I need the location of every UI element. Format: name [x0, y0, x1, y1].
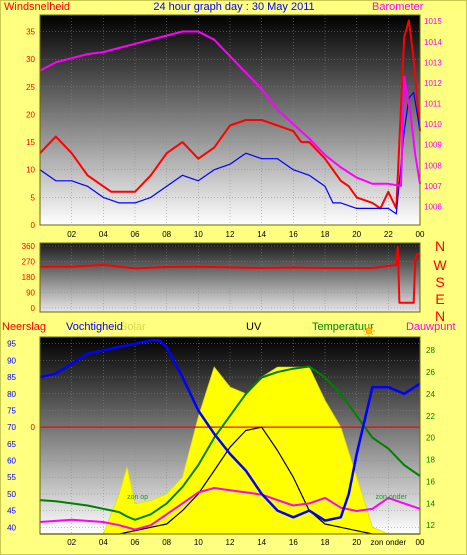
sunrise-label: zon op	[127, 494, 148, 501]
wind-y-tick: 0	[31, 221, 36, 230]
temperature-y-tick: 24	[426, 390, 435, 399]
temperature-y-tick: 28	[426, 346, 435, 355]
humidity-y-tick: 70	[7, 423, 16, 432]
wind-y-tick: 20	[26, 110, 35, 119]
barometer-y-tick: 1007	[424, 182, 442, 191]
wind-x-tick: 08	[162, 230, 171, 239]
chart-title: 24 hour graph day : 30 May 2011	[153, 1, 314, 13]
rain-zero-tick: 0	[31, 423, 36, 432]
weather-x-tick: 02	[67, 538, 76, 547]
temperature-y-tick: 12	[426, 521, 435, 530]
wind-x-tick: 04	[99, 230, 108, 239]
legend-dewpoint: Dauwpunt	[406, 321, 456, 333]
legend-uv: UV	[246, 321, 262, 333]
wind-x-tick: 16	[289, 230, 298, 239]
weather-x-tick: 06	[131, 538, 140, 547]
sun-icon	[363, 325, 375, 337]
legend-rain: Neerslag	[2, 321, 46, 333]
legend-humidity: Vochtigheid	[66, 321, 123, 333]
wind-speed-label: Windsnelheid	[4, 1, 70, 13]
humidity-y-tick: 40	[7, 523, 16, 532]
sunset-marker-label: zon onder	[376, 494, 408, 501]
barometer-label: Barometer	[372, 1, 424, 13]
uv-line	[40, 426, 420, 535]
humidity-y-tick: 60	[7, 457, 16, 466]
weather-x-tick: 18	[321, 538, 330, 547]
humidity-y-tick: 85	[7, 373, 16, 382]
wind-x-tick: 02	[67, 230, 76, 239]
direction-y-tick: 270	[22, 258, 36, 267]
wind-y-tick: 15	[26, 138, 35, 147]
direction-panel-background	[40, 243, 420, 312]
wind-direction-line	[40, 245, 421, 304]
wind-x-tick: 12	[226, 230, 235, 239]
compass-n-bottom: N	[435, 308, 445, 324]
dewpoint-line	[39, 487, 421, 531]
weather-x-tick: 08	[162, 538, 171, 547]
barometer-y-tick: 1009	[424, 141, 442, 150]
compass-s: S	[435, 274, 444, 290]
temperature-y-tick: 18	[426, 456, 435, 465]
barometer-y-tick: 1013	[424, 58, 442, 67]
compass-n-top: N	[435, 238, 445, 254]
wind-x-tick: 20	[352, 230, 361, 239]
humidity-y-tick: 95	[7, 340, 16, 349]
weather-x-tick: 16	[289, 538, 298, 547]
legend-temperature: Temperatuur	[312, 321, 374, 333]
wind-avg-line	[39, 91, 421, 215]
wind-x-tick: 06	[131, 230, 140, 239]
wind-panel-border	[39, 14, 421, 226]
weather-x-tick: zon onder	[371, 538, 407, 547]
temperature-y-tick: 20	[426, 434, 435, 443]
humidity-line	[39, 339, 421, 522]
wind-speed-line	[39, 19, 421, 210]
compass-w: W	[433, 257, 447, 273]
barometer-y-tick: 1010	[424, 120, 442, 129]
weather-x-tick: 04	[99, 538, 108, 547]
wind-x-tick: 10	[194, 230, 203, 239]
weather-x-tick: 20	[352, 538, 361, 547]
weather-x-tick: 10	[194, 538, 203, 547]
weather-x-tick: 00	[416, 538, 425, 547]
humidity-y-tick: 45	[7, 507, 16, 516]
barometer-y-tick: 1011	[424, 100, 442, 109]
temperature-y-tick: 26	[426, 368, 435, 377]
humidity-y-tick: 55	[7, 473, 16, 482]
humidity-y-tick: 50	[7, 490, 16, 499]
temperature-y-tick: 22	[426, 412, 435, 421]
wind-x-tick: 00	[416, 230, 425, 239]
wind-x-tick: 14	[257, 230, 266, 239]
barometer-line	[39, 30, 421, 187]
legend-solar: Solar	[120, 321, 146, 333]
humidity-y-tick: 90	[7, 356, 16, 365]
wind-y-tick: 5	[31, 193, 36, 202]
wind-x-tick: 18	[321, 230, 330, 239]
wind-y-tick: 35	[26, 28, 35, 37]
wind-x-tick: 22	[384, 230, 393, 239]
direction-y-tick: 0	[31, 304, 36, 313]
barometer-y-tick: 1014	[424, 38, 442, 47]
weather-panel-border	[39, 336, 421, 535]
direction-y-tick: 360	[22, 242, 36, 251]
temperature-line	[39, 365, 421, 521]
direction-y-tick: 90	[26, 289, 35, 298]
wind-y-tick: 10	[26, 166, 35, 175]
weather-x-tick: 12	[226, 538, 235, 547]
weather-x-tick: 14	[257, 538, 266, 547]
humidity-y-tick: 80	[7, 390, 16, 399]
barometer-y-tick: 1012	[424, 79, 442, 88]
compass-e: E	[435, 291, 444, 307]
temperature-y-tick: 14	[426, 499, 435, 508]
wind-y-tick: 25	[26, 83, 35, 92]
humidity-y-tick: 65	[7, 440, 16, 449]
direction-panel-border	[39, 242, 421, 313]
direction-y-tick: 180	[22, 273, 36, 282]
humidity-y-tick: 75	[7, 406, 16, 415]
barometer-y-tick: 1008	[424, 161, 442, 170]
temperature-y-tick: 16	[426, 477, 435, 486]
barometer-y-tick: 1006	[424, 202, 442, 211]
barometer-y-tick: 1015	[424, 17, 442, 26]
wind-y-tick: 30	[26, 55, 35, 64]
